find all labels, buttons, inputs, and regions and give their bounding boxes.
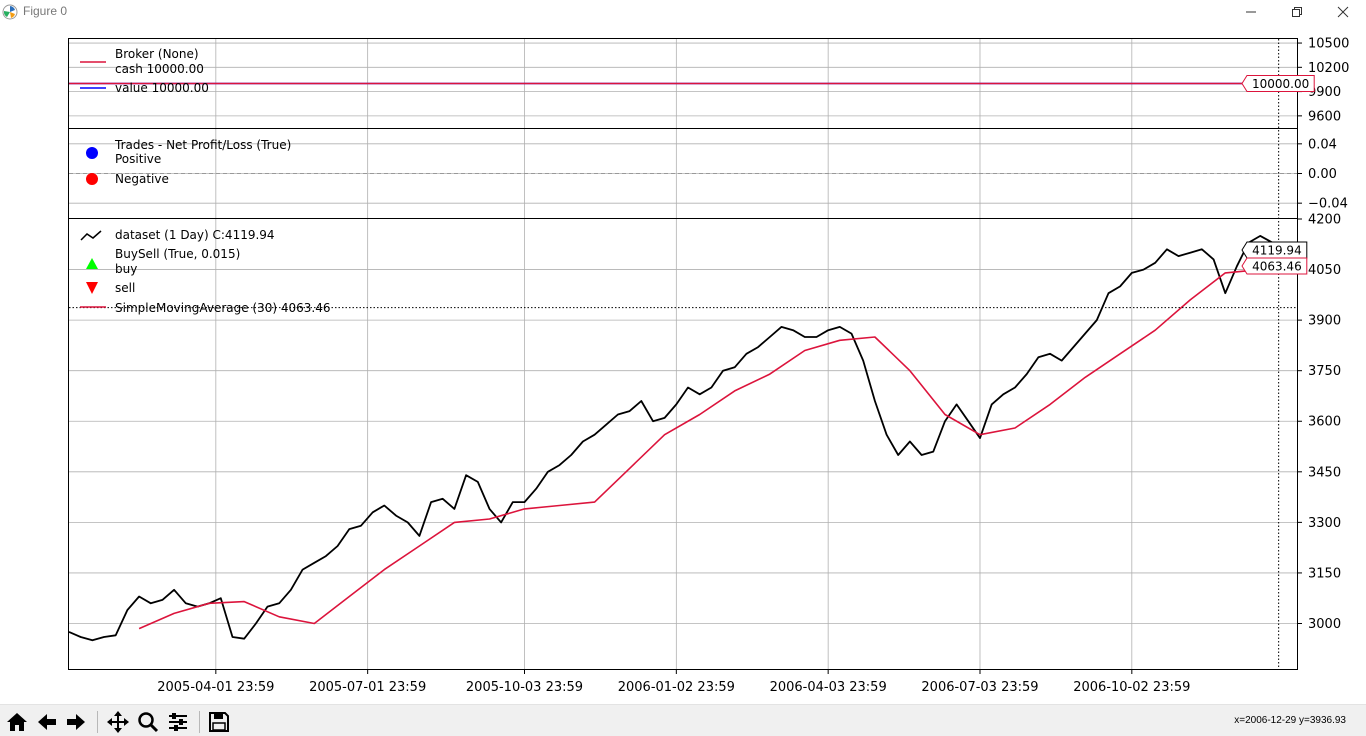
y-tick-label: −0.04 xyxy=(1308,197,1348,212)
x-tick-label: 2005-04-01 23:59 xyxy=(157,680,274,695)
window-title: Figure 0 xyxy=(23,4,68,18)
y-tick-label: 3900 xyxy=(1308,314,1341,329)
x-tick-label: 2006-07-03 23:59 xyxy=(921,680,1038,695)
x-tick-label: 2006-01-02 23:59 xyxy=(618,680,735,695)
axis-layer: 2005-04-01 23:59 2005-07-01 23:59 2005-10-… xyxy=(157,37,1349,695)
marks-layer xyxy=(68,39,1297,669)
restore-button[interactable] xyxy=(1274,0,1320,24)
broker-legend-cash: cash 10000.00 xyxy=(115,62,204,76)
back-button[interactable] xyxy=(34,709,60,735)
restore-icon xyxy=(1292,7,1302,17)
window-titlebar: Figure 0 xyxy=(0,0,1366,24)
y-tick-label: 3600 xyxy=(1308,415,1341,430)
x-tick-label: 2005-10-03 23:59 xyxy=(466,680,583,695)
close-icon xyxy=(1337,6,1349,18)
legend-sell-marker xyxy=(86,282,98,294)
trades-legend-negative: Negative xyxy=(115,172,169,186)
pan-icon xyxy=(107,711,129,733)
toolbar-separator xyxy=(199,711,200,733)
configure-subplots-icon xyxy=(169,713,187,731)
forward-arrow-icon xyxy=(67,714,85,730)
price-panel-frame xyxy=(68,218,1298,670)
close-last-value-label-text: 4119.94 xyxy=(1252,243,1302,257)
last-value-labels: 10000.00 4119.94 4063.46 xyxy=(1241,75,1315,275)
broker-last-value-label-text: 10000.00 xyxy=(1252,77,1309,91)
back-arrow-icon xyxy=(38,714,56,730)
y-tick-label: 0.00 xyxy=(1308,167,1337,182)
sma-last-value-label: 4063.46 xyxy=(1241,257,1308,275)
price-legend-buy: buy xyxy=(115,262,137,276)
close-last-value-label: 4119.94 xyxy=(1241,241,1308,259)
sma-line xyxy=(138,264,1279,630)
matplotlib-logo-icon xyxy=(2,4,18,20)
legend-negative-marker xyxy=(86,173,98,185)
broker-legend-title: Broker (None) xyxy=(115,47,199,61)
y-tick-label: 4050 xyxy=(1308,263,1341,278)
trades-legend-positive: Positive xyxy=(115,152,161,166)
y-tick-label: 10200 xyxy=(1308,61,1349,76)
price-legend-sell: sell xyxy=(115,281,135,295)
save-button[interactable] xyxy=(206,709,232,735)
y-tick-label: 3750 xyxy=(1308,364,1341,379)
legend-buy-marker xyxy=(86,258,98,269)
y-tick-label: 0.04 xyxy=(1308,137,1337,152)
y-tick-label: 9900 xyxy=(1308,85,1341,100)
broker-last-value-label-box xyxy=(1241,75,1315,92)
pan-button[interactable] xyxy=(105,709,131,735)
sma-last-value-label-box xyxy=(1241,257,1308,275)
figure-background xyxy=(0,24,1366,704)
navigation-toolbar: x=2006-12-29 y=3936.93 xyxy=(0,704,1366,736)
broker-last-value-label: 10000.00 xyxy=(1241,75,1315,92)
cursor-coordinates: x=2006-12-29 y=3936.93 xyxy=(1234,715,1346,726)
configure-subplots-button[interactable] xyxy=(165,709,191,735)
price-legend-data: dataset (1 Day) C:4119.94 xyxy=(115,228,275,242)
figure-svg[interactable]: 2005-04-01 23:59 2005-07-01 23:59 2005-10-… xyxy=(0,24,1366,704)
x-tick-label: 2006-10-02 23:59 xyxy=(1073,680,1190,695)
price-legend-sma: SimpleMovingAverage (30) 4063.46 xyxy=(115,301,331,315)
broker-legend-value: value 10000.00 xyxy=(115,81,209,95)
zoom-button[interactable] xyxy=(135,709,161,735)
minimize-icon xyxy=(1246,11,1256,13)
price-close-line xyxy=(68,234,1280,642)
legend-data-swatch xyxy=(80,230,102,241)
close-button[interactable] xyxy=(1320,0,1366,24)
y-tick-label: 10500 xyxy=(1308,37,1349,52)
legend-positive-marker xyxy=(86,147,98,159)
y-tick-label: 3300 xyxy=(1308,516,1341,531)
minimize-button[interactable] xyxy=(1228,0,1274,24)
price-legend-buysell: BuySell (True, 0.015) xyxy=(115,247,240,261)
y-tick-label: 4200 xyxy=(1308,213,1341,228)
broker-legend: Broker (None) cash 10000.00 value 10000.… xyxy=(80,47,209,95)
forward-button[interactable] xyxy=(63,709,89,735)
x-tick-label: 2006-04-03 23:59 xyxy=(770,680,887,695)
trades-legend-title: Trades - Net Profit/Loss (True) xyxy=(114,138,291,152)
sma-last-value-label-text: 4063.46 xyxy=(1252,260,1302,274)
y-tick-label: 9600 xyxy=(1308,109,1341,124)
home-button[interactable] xyxy=(4,709,30,735)
x-tick-label: 2005-07-01 23:59 xyxy=(309,680,426,695)
figure-canvas[interactable]: 2005-04-01 23:59 2005-07-01 23:59 2005-10-… xyxy=(0,24,1366,704)
toolbar-separator xyxy=(97,711,98,733)
trades-legend: Trades - Net Profit/Loss (True) Positive… xyxy=(86,138,291,186)
zoom-icon xyxy=(138,712,159,733)
y-tick-label: 3450 xyxy=(1308,465,1341,480)
close-last-value-label-box xyxy=(1241,241,1308,259)
y-tick-label: 3000 xyxy=(1308,617,1341,632)
y-tick-label: 3150 xyxy=(1308,566,1341,581)
home-icon xyxy=(7,713,27,731)
price-legend: dataset (1 Day) C:4119.94 BuySell (True,… xyxy=(80,228,331,315)
save-icon xyxy=(209,712,229,732)
